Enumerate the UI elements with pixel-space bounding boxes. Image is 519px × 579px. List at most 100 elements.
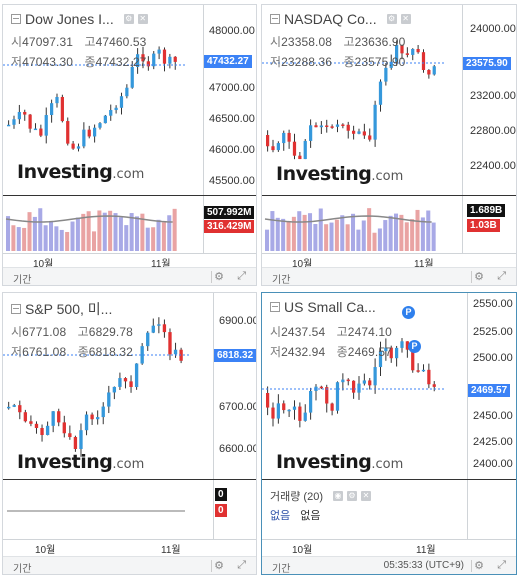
- volume-bar: [265, 229, 270, 251]
- panel-footer: 기간 05:35:33 (UTC+9) ⚙ ⤢: [262, 556, 516, 574]
- candle-body: [411, 48, 415, 55]
- candle-body: [173, 349, 178, 355]
- volume-bar: [92, 231, 97, 251]
- volume-bar: [97, 210, 102, 251]
- gear-icon[interactable]: ⚙: [214, 271, 224, 283]
- settings-icon[interactable]: ⚙: [123, 14, 134, 24]
- y-tick: 23200.00: [470, 90, 516, 102]
- close-icon[interactable]: ✕: [400, 14, 411, 24]
- candle-body: [341, 124, 345, 126]
- candle-body: [50, 103, 54, 116]
- volume-bar: [367, 208, 372, 251]
- volume-bar: [172, 208, 177, 251]
- candle-body: [352, 130, 356, 134]
- chart-panel-russell[interactable]: US Small Ca... 시2437.54 고2474.10 저2432.9…: [261, 292, 517, 575]
- open-value: 23358.08: [281, 35, 332, 49]
- event-badge[interactable]: P: [408, 340, 421, 353]
- close-icon[interactable]: ✕: [360, 491, 371, 501]
- volume-bar: [426, 210, 431, 251]
- candle-body: [40, 427, 44, 436]
- volume-bar: [65, 231, 70, 251]
- close-label: 종: [343, 55, 355, 69]
- volume-bar: [431, 222, 436, 251]
- x-tick: 11월: [151, 259, 171, 270]
- high-label: 고: [77, 325, 89, 339]
- candle-body: [421, 369, 426, 372]
- close-value: 23575.90: [354, 55, 406, 69]
- candle-body: [151, 325, 155, 333]
- chart-panel-sp500[interactable]: S&P 500, 미... 시6771.08 고6829.78 저6761.08…: [2, 292, 257, 575]
- x-tick: 10월: [292, 259, 313, 270]
- range-label[interactable]: 기간: [272, 564, 291, 575]
- candle-body: [114, 107, 118, 111]
- open-value: 2437.54: [281, 325, 326, 339]
- chart-panel-nasdaq[interactable]: NASDAQ Co... ⚙ ✕ 시23358.08 고23636.90 저23…: [261, 4, 517, 286]
- candle-body: [303, 140, 307, 160]
- y-tick: 6600.00: [219, 443, 257, 455]
- volume-bar: [161, 222, 166, 251]
- volume-bar: [27, 212, 32, 251]
- volume-bar: [118, 217, 123, 251]
- eye-icon[interactable]: ◉: [332, 491, 343, 501]
- volume-up-tag: 507.992M: [204, 206, 255, 219]
- chart-panel-dow[interactable]: Dow Jones I... ⚙ ✕ 시47097.31 고47460.53 저…: [2, 4, 257, 286]
- nasdaq-ohlc-row2: 저23288.36 종23575.90: [270, 53, 413, 70]
- candle-body: [33, 128, 38, 131]
- candle-body: [395, 347, 399, 359]
- settings-icon[interactable]: ⚙: [386, 14, 397, 24]
- candle-body: [98, 123, 102, 128]
- candle-body: [17, 111, 21, 120]
- collapse-icon[interactable]: [11, 304, 21, 314]
- volume-bar: [415, 209, 420, 251]
- expand-icon[interactable]: ⤢: [497, 559, 506, 571]
- volume-bar: [372, 232, 377, 251]
- russell-ohlc-row2: 저2432.94 종2469.57: [270, 343, 400, 360]
- volume-bar: [270, 211, 275, 251]
- nasdaq-title: NASDAQ Co...: [284, 11, 377, 27]
- range-label[interactable]: 기간: [13, 564, 32, 575]
- candle-body: [427, 69, 431, 75]
- y-tick: 46500.00: [209, 113, 255, 125]
- collapse-icon[interactable]: [270, 302, 280, 312]
- candle-body: [18, 405, 22, 413]
- range-label[interactable]: 기간: [13, 275, 32, 286]
- volume-bar: [145, 227, 150, 251]
- candle-body: [330, 403, 334, 411]
- divider: [211, 271, 212, 283]
- candle-body: [335, 124, 340, 127]
- settings-icon[interactable]: ⚙: [346, 491, 357, 501]
- volume-bar: [420, 217, 425, 251]
- volume-bar: [313, 223, 318, 251]
- close-icon[interactable]: ✕: [137, 14, 148, 24]
- x-tick: 11월: [161, 545, 181, 556]
- candle-body: [352, 380, 356, 393]
- dow-title: Dow Jones I...: [25, 11, 114, 27]
- collapse-icon[interactable]: [270, 14, 280, 24]
- gear-icon[interactable]: ⚙: [214, 560, 224, 572]
- gear-icon[interactable]: ⚙: [474, 271, 484, 283]
- volume-bar: [113, 213, 118, 251]
- range-label[interactable]: 기간: [272, 275, 291, 286]
- candle-body: [287, 409, 291, 412]
- volume-bar: [297, 211, 302, 251]
- event-badge[interactable]: P: [402, 306, 415, 319]
- investing-logo: Investing.com: [17, 451, 145, 473]
- close-value: 47432.27: [95, 55, 147, 69]
- candle-body: [7, 124, 11, 127]
- candle-body: [109, 110, 113, 116]
- expand-icon[interactable]: ⤢: [497, 270, 506, 282]
- gear-icon[interactable]: ⚙: [474, 560, 484, 572]
- low-label: 저: [11, 345, 23, 359]
- collapse-icon[interactable]: [11, 14, 21, 24]
- candle-body: [129, 381, 133, 387]
- candle-body: [7, 406, 11, 409]
- candle-body: [28, 114, 32, 129]
- expand-icon[interactable]: ⤢: [237, 559, 246, 571]
- volume-values: 없음 없음: [270, 507, 321, 523]
- y-tick: 2525.00: [473, 326, 513, 338]
- last-price-tag: 2469.57: [468, 384, 511, 397]
- x-tick: 11월: [414, 259, 434, 270]
- candle-body: [405, 53, 409, 55]
- expand-icon[interactable]: ⤢: [237, 270, 246, 282]
- candle-body: [384, 347, 388, 352]
